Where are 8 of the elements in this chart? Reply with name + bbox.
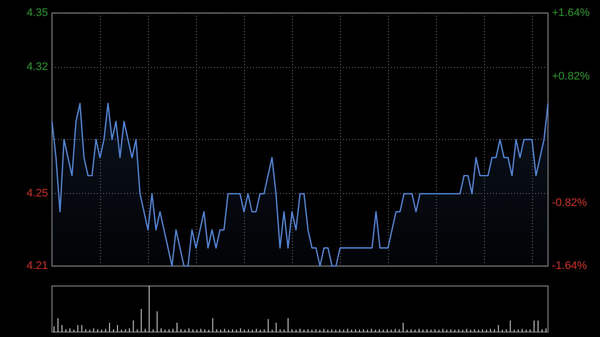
y2-tick-label: -0.82%	[552, 196, 588, 209]
y2-tick-label: -1.64%	[552, 260, 588, 272]
y2-tick-label: +0.82%	[552, 70, 590, 82]
y2-tick-label: +1.64%	[552, 7, 590, 19]
y-tick-label: 4.32	[26, 61, 48, 74]
y-tick-label: 4.35	[26, 7, 48, 19]
y-tick-label: 4.21	[26, 260, 48, 272]
y-tick-label: 4.25	[26, 188, 48, 200]
